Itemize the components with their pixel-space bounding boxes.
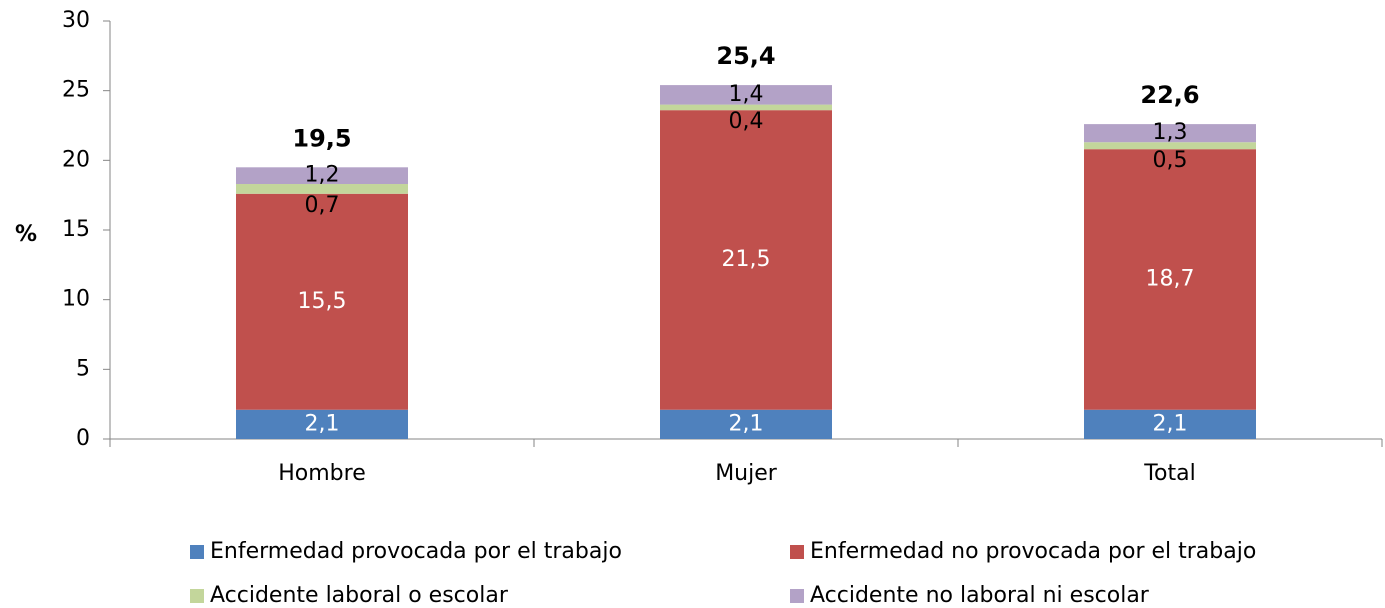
bar-segment — [660, 104, 832, 111]
y-tick-label: 30 — [62, 8, 90, 33]
total-label: 19,5 — [292, 124, 351, 152]
bar-segment — [236, 193, 408, 410]
bar-segment — [236, 409, 408, 439]
y-tick-label: 25 — [62, 78, 90, 103]
y-tick-label: 0 — [76, 426, 90, 451]
bar-segment — [1084, 142, 1256, 150]
x-tick-label: Mujer — [715, 461, 778, 486]
data-label: 0,5 — [1153, 148, 1188, 173]
bar-segment — [660, 110, 832, 410]
legend-swatch — [790, 589, 804, 603]
data-label: 2,1 — [729, 411, 764, 436]
bar-segment — [236, 184, 408, 194]
data-label: 1,2 — [305, 163, 340, 188]
legend-label: Accidente no laboral ni escolar — [810, 583, 1150, 608]
data-label: 0,4 — [729, 109, 764, 134]
y-tick-label: 20 — [62, 147, 90, 172]
legend-swatch — [190, 545, 204, 559]
bar-segment — [1084, 124, 1256, 143]
bar-segment — [1084, 149, 1256, 410]
data-label: 1,4 — [729, 82, 764, 107]
y-tick-label: 15 — [62, 217, 90, 242]
total-label: 25,4 — [716, 42, 775, 70]
bar-segment — [236, 167, 408, 185]
data-label: 1,3 — [1153, 120, 1188, 145]
bar-segment — [1084, 409, 1256, 439]
data-label: 21,5 — [722, 247, 771, 272]
legend-swatch — [790, 545, 804, 559]
data-label: 2,1 — [1153, 411, 1188, 436]
data-label: 0,7 — [305, 193, 340, 218]
bar-segment — [660, 409, 832, 439]
data-label: 2,1 — [305, 411, 340, 436]
y-tick-label: 10 — [62, 287, 90, 312]
legend-swatch — [190, 589, 204, 603]
x-tick-label: Total — [1143, 461, 1195, 486]
y-axis-label: % — [15, 222, 37, 247]
total-label: 22,6 — [1140, 81, 1199, 109]
legend-label: Enfermedad no provocada por el trabajo — [810, 539, 1256, 564]
legend-label: Accidente laboral o escolar — [210, 583, 509, 608]
y-tick-label: 5 — [76, 356, 90, 381]
bar-segment — [660, 85, 832, 105]
legend-label: Enfermedad provocada por el trabajo — [210, 539, 622, 564]
x-tick-label: Hombre — [278, 461, 366, 486]
data-label: 18,7 — [1146, 266, 1195, 291]
data-label: 15,5 — [298, 289, 347, 314]
